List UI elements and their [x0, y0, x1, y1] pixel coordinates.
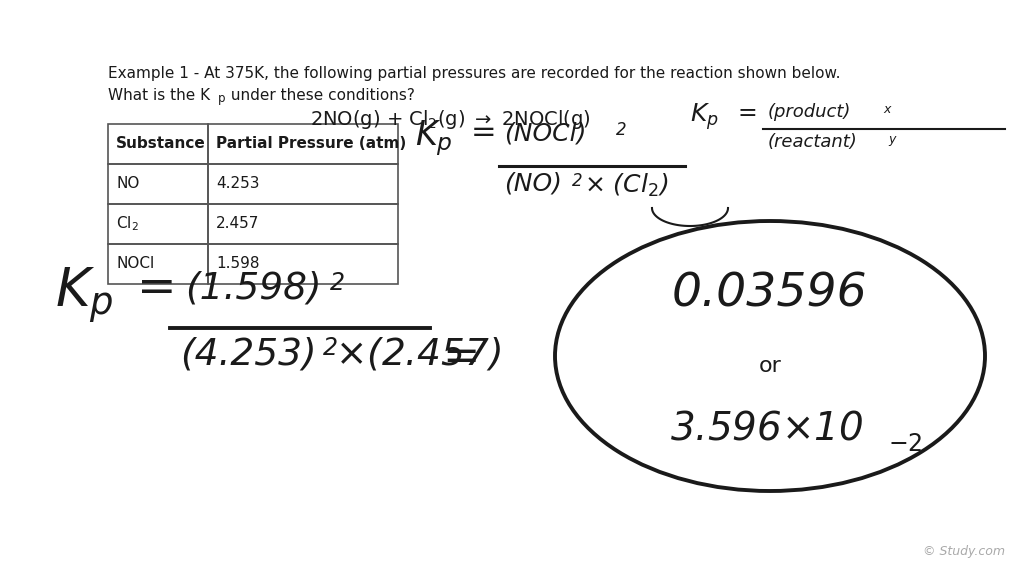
Text: Cl$_2$: Cl$_2$ — [116, 215, 138, 233]
Text: y: y — [888, 133, 895, 146]
Text: p: p — [218, 92, 225, 105]
Text: What is the K: What is the K — [108, 88, 210, 103]
Text: $K_p$: $K_p$ — [55, 266, 114, 326]
Bar — [108, 164, 208, 204]
Text: 2NO(g) + Cl$_2$(g) $\rightarrow$ 2NOCl(g): 2NO(g) + Cl$_2$(g) $\rightarrow$ 2NOCl(g… — [310, 108, 591, 131]
Text: (4.253): (4.253) — [180, 336, 316, 372]
Text: 1.598: 1.598 — [216, 256, 259, 271]
Text: =: = — [137, 266, 176, 311]
Text: 2: 2 — [616, 121, 627, 139]
Text: $K_p$: $K_p$ — [690, 101, 719, 132]
Text: (reactant): (reactant) — [768, 133, 858, 151]
Bar — [208, 244, 398, 284]
Text: $\times$ (Cl$_2$): $\times$ (Cl$_2$) — [584, 172, 669, 199]
Text: $K_p$: $K_p$ — [415, 118, 453, 158]
Text: 2: 2 — [572, 172, 583, 190]
Bar — [208, 164, 398, 204]
Text: $-2$: $-2$ — [888, 432, 923, 456]
Text: Substance: Substance — [116, 137, 206, 151]
Text: (product): (product) — [768, 103, 851, 121]
Bar — [108, 244, 208, 284]
Text: 2: 2 — [330, 271, 345, 295]
Bar — [208, 204, 398, 244]
Text: (NOCl): (NOCl) — [504, 121, 587, 145]
Text: (1.598): (1.598) — [185, 271, 322, 307]
Text: or: or — [759, 356, 781, 376]
Text: © Study.com: © Study.com — [923, 545, 1005, 558]
Bar — [108, 124, 208, 164]
Text: 2: 2 — [323, 336, 338, 360]
Text: under these conditions?: under these conditions? — [226, 88, 415, 103]
Text: Example 1 - At 375K, the following partial pressures are recorded for the reacti: Example 1 - At 375K, the following parti… — [108, 66, 841, 81]
Text: =: = — [738, 101, 758, 125]
Text: Partial Pressure (atm): Partial Pressure (atm) — [216, 137, 407, 151]
Text: x: x — [883, 103, 891, 116]
Text: (NO): (NO) — [504, 172, 562, 196]
Text: 3.596$\times$10: 3.596$\times$10 — [670, 409, 863, 447]
Text: NOCl: NOCl — [116, 256, 155, 271]
Text: 2.457: 2.457 — [216, 217, 259, 232]
Bar — [208, 124, 398, 164]
Text: =: = — [471, 118, 497, 147]
Text: $\times$(2.457): $\times$(2.457) — [335, 336, 501, 373]
Text: NO: NO — [116, 176, 139, 191]
Bar — [108, 204, 208, 244]
Text: 0.03596: 0.03596 — [672, 271, 868, 316]
Text: 4.253: 4.253 — [216, 176, 259, 191]
Text: =: = — [442, 336, 479, 379]
